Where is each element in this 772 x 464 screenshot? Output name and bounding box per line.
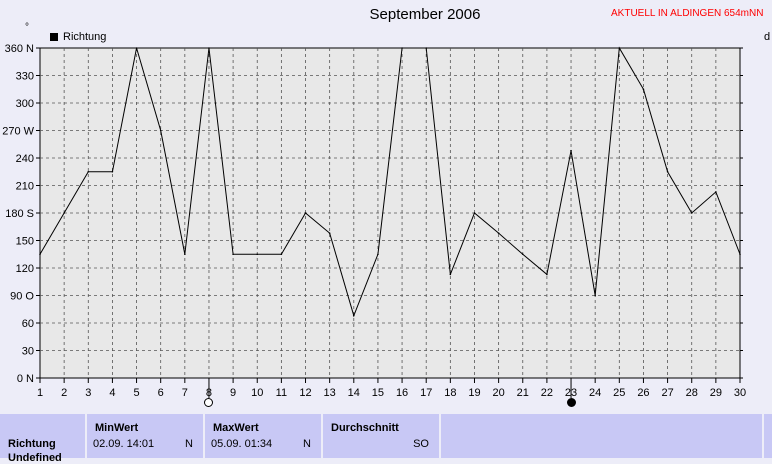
chart-title: September 2006	[369, 6, 481, 23]
full-moon-icon	[204, 398, 214, 407]
x-tick-label: 5	[133, 387, 139, 399]
y-tick-label: 90 O	[10, 291, 34, 303]
data-point	[39, 253, 41, 256]
data-point	[521, 253, 524, 256]
data-point	[570, 149, 572, 152]
x-tick-label: 14	[348, 387, 360, 399]
x-tick-label: 11	[276, 387, 287, 399]
max-header: MaxWert	[213, 422, 259, 434]
data-point	[208, 47, 210, 49]
x-tick-label: 7	[182, 387, 188, 399]
x-tick-label: 6	[158, 387, 164, 399]
stats-max-panel: MaxWert 05.09. 01:34 N	[205, 414, 321, 458]
x-tick-label: 1	[37, 387, 43, 399]
y-tick-label: 0 N	[17, 373, 34, 385]
stats-min-panel: MinWert 02.09. 14:01 N	[87, 414, 203, 458]
data-point	[618, 47, 621, 49]
x-tick-label: 20	[492, 387, 504, 399]
data-point	[739, 253, 741, 256]
legend: Richtung	[50, 31, 106, 43]
stats-row-label-panel: Richtung Undefined	[0, 414, 85, 464]
x-tick-label: 26	[637, 387, 649, 399]
data-point	[546, 273, 548, 276]
max-value: 05.09. 01:34	[211, 438, 273, 450]
y-tick-label: 270 W	[2, 126, 34, 138]
y-tick-label: 60	[22, 318, 34, 330]
y-tick-label: 120	[16, 263, 34, 275]
data-point	[690, 212, 693, 214]
data-point	[594, 294, 596, 297]
stats-edge-panel	[764, 414, 772, 458]
data-point	[184, 253, 186, 256]
data-point	[159, 129, 162, 132]
x-tick-label: 24	[589, 387, 601, 399]
x-tick-label: 18	[444, 387, 456, 399]
x-tick-label: 27	[661, 387, 673, 399]
data-point	[377, 253, 379, 256]
data-point	[111, 170, 114, 173]
data-point	[666, 170, 669, 173]
min-header: MinWert	[95, 422, 139, 434]
data-point	[304, 212, 307, 214]
y-tick-label: 240	[16, 153, 34, 165]
live-station-label: AKTUELL IN ALDINGEN 654mNN	[611, 8, 764, 19]
x-tick-label: 19	[468, 387, 480, 399]
legend-swatch	[50, 33, 58, 41]
y-tick-label: 180 S	[5, 208, 34, 220]
y-tick-label: 30	[22, 346, 34, 358]
series-line-richtung	[39, 46, 741, 318]
data-point	[63, 212, 65, 214]
x-tick-label: 12	[299, 387, 311, 399]
y-tick-label: 360 N	[5, 43, 34, 55]
x-tick-label: 17	[420, 387, 432, 399]
new-moon-icon	[566, 398, 576, 407]
x-tick-label: 15	[372, 387, 384, 399]
stats-row-label-2: Undefined	[8, 452, 62, 464]
data-point	[232, 253, 234, 256]
data-point	[87, 170, 90, 173]
data-point	[352, 314, 355, 317]
min-value: 02.09. 14:01	[93, 438, 155, 450]
data-point	[497, 232, 500, 234]
legend-label: Richtung	[63, 31, 107, 43]
x-tick-label: 28	[686, 387, 698, 399]
data-point	[280, 253, 283, 256]
y-tick-label: 330	[16, 71, 34, 83]
data-point	[642, 88, 645, 91]
stats-row-label: Richtung	[8, 438, 56, 450]
avg-direction: SO	[413, 438, 429, 450]
x-tick-label: 29	[710, 387, 722, 399]
x-tick-label: 13	[324, 387, 336, 399]
x-tick-label: 16	[396, 387, 408, 399]
degree-mark: °	[25, 22, 29, 33]
x-tick-label: 4	[109, 387, 115, 399]
x-tick-label: 21	[517, 387, 529, 399]
x-tick-label: 30	[734, 387, 746, 399]
x-tick-label: 9	[230, 387, 236, 399]
stats-empty-panel	[441, 414, 762, 458]
data-point	[401, 47, 403, 49]
max-direction: N	[303, 438, 311, 450]
data-point	[715, 191, 717, 193]
avg-header: Durchschnitt	[331, 422, 399, 434]
data-point	[135, 47, 138, 49]
x-tick-label: 22	[541, 387, 553, 399]
data-point	[328, 232, 331, 234]
y-tick-label: 300	[16, 98, 34, 110]
x-tick-label: 10	[251, 387, 263, 399]
y-tick-label: 210	[16, 181, 34, 193]
data-point	[473, 212, 476, 214]
stats-avg-panel: Durchschnitt SO	[323, 414, 439, 458]
min-direction: N	[185, 438, 193, 450]
data-point	[425, 47, 428, 49]
data-point	[256, 253, 259, 256]
x-tick-label: 2	[61, 387, 67, 399]
data-point	[449, 273, 452, 276]
right-axis-unit: d	[764, 31, 771, 43]
y-tick-label: 150	[16, 236, 34, 248]
x-tick-label: 25	[613, 387, 625, 399]
x-tick-label: 3	[85, 387, 91, 399]
